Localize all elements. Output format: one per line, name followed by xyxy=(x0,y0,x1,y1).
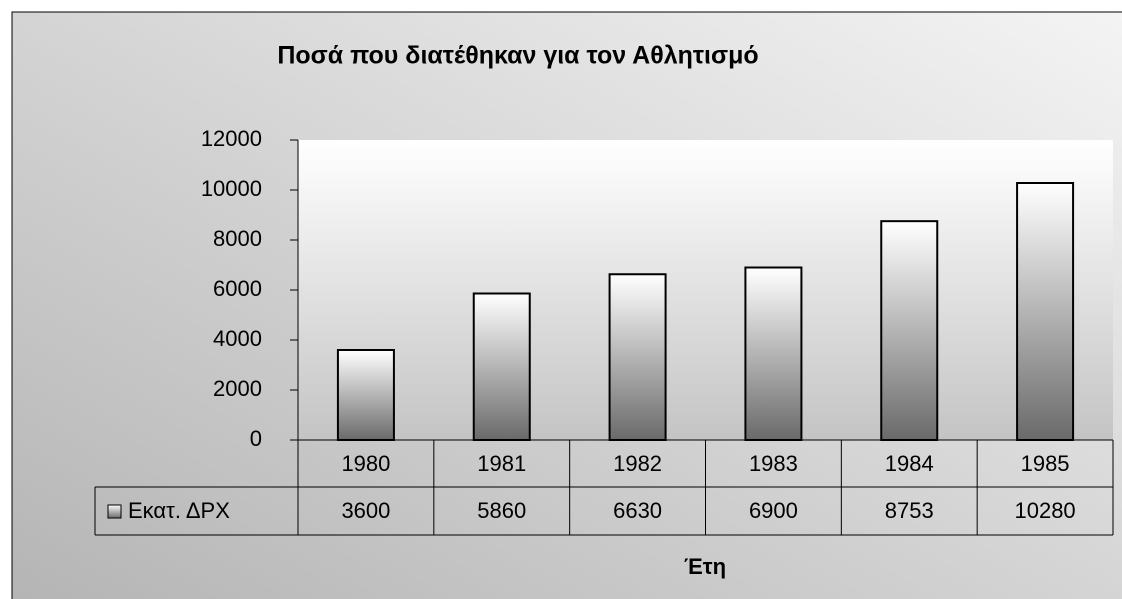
y-tick-label: 2000 xyxy=(213,376,262,401)
plot-area xyxy=(298,140,1113,440)
legend-label: Εκατ. ΔΡΧ xyxy=(128,498,230,523)
y-tick-label: 4000 xyxy=(213,326,262,351)
y-tick-label: 8000 xyxy=(213,226,262,251)
data-table-value: 8753 xyxy=(885,498,934,523)
data-table-value: 6630 xyxy=(613,498,662,523)
y-tick-label: 0 xyxy=(250,426,262,451)
x-tick-label: 1984 xyxy=(885,451,934,476)
data-table-value: 6900 xyxy=(749,498,798,523)
legend-key xyxy=(107,504,122,519)
bar xyxy=(608,273,667,441)
x-tick-label: 1980 xyxy=(341,451,390,476)
bar xyxy=(880,220,939,441)
bar xyxy=(336,349,395,441)
y-tick-label: 6000 xyxy=(213,276,262,301)
x-tick-label: 1982 xyxy=(613,451,662,476)
chart-title: Ποσά που διατέθηκαν για τον Αθλητισμό xyxy=(277,42,758,70)
bar xyxy=(744,266,803,441)
data-table-value: 5860 xyxy=(477,498,526,523)
x-axis-title: Έτη xyxy=(684,554,726,579)
data-table-value: 3600 xyxy=(341,498,390,523)
x-tick-label: 1985 xyxy=(1021,451,1070,476)
x-tick-label: 1983 xyxy=(749,451,798,476)
y-tick-label: 10000 xyxy=(201,176,262,201)
bar xyxy=(1016,182,1075,441)
x-tick-label: 1981 xyxy=(477,451,526,476)
bar xyxy=(472,292,531,441)
data-table-value: 10280 xyxy=(1014,498,1075,523)
y-tick-label: 12000 xyxy=(201,126,262,151)
